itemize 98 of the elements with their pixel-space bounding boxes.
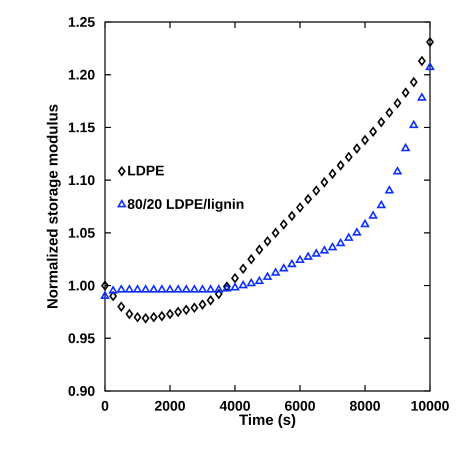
x-tick-label: 0 (102, 400, 108, 411)
point (320, 177, 328, 188)
point (198, 285, 207, 293)
point (410, 120, 418, 128)
point (174, 307, 182, 317)
point (247, 278, 256, 286)
point (296, 255, 304, 264)
point (256, 244, 264, 255)
y-tick-label: 0.90 (68, 386, 95, 396)
point (263, 272, 272, 280)
point (134, 312, 142, 322)
point (328, 169, 336, 179)
point (150, 312, 158, 322)
point (125, 285, 134, 293)
point (264, 236, 272, 246)
point (288, 260, 296, 268)
point (344, 152, 353, 162)
point (108, 286, 118, 294)
point (126, 309, 134, 319)
point (402, 88, 410, 98)
point (190, 285, 199, 293)
point (288, 211, 296, 221)
x-tick-label: 10000 (411, 400, 449, 411)
point (377, 200, 386, 208)
point (280, 220, 288, 230)
x-tick-label: 8000 (350, 400, 380, 411)
point (142, 313, 150, 324)
point (426, 37, 434, 47)
point (141, 285, 150, 293)
point (100, 291, 110, 299)
legend-label: LDPE (128, 166, 164, 176)
point (393, 166, 402, 174)
legend-label: 80/20 LDPE/lignin (128, 198, 244, 212)
point (360, 220, 370, 228)
x-axis-title: Time (s) (239, 414, 296, 428)
point (182, 285, 190, 293)
y-tick-label: 1.20 (68, 70, 95, 80)
point (369, 126, 377, 136)
point (296, 202, 304, 212)
point (272, 228, 280, 238)
point (238, 280, 248, 288)
point (214, 285, 224, 293)
point (418, 56, 426, 66)
point (182, 305, 190, 315)
point (426, 62, 434, 70)
x-tick-label: 6000 (285, 400, 315, 411)
point (304, 194, 312, 204)
point (320, 246, 329, 254)
y-tick-label: 1.05 (68, 228, 95, 238)
point (231, 273, 239, 283)
y-axis-title: Normalized storage modulus (46, 104, 61, 308)
point (166, 285, 174, 293)
point (117, 302, 126, 312)
y-tick-label: 1.25 (68, 17, 95, 27)
x-tick-label: 4000 (220, 400, 250, 411)
point (328, 242, 337, 250)
point (336, 160, 344, 170)
y-tick-label: 1.00 (68, 280, 95, 291)
point (255, 276, 264, 284)
x-tick-label: 2000 (154, 400, 185, 411)
y-tick-label: 1.15 (68, 122, 95, 132)
point (353, 144, 361, 154)
y-tick-label: 1.10 (68, 175, 95, 186)
point (206, 285, 215, 293)
point (280, 264, 288, 272)
point (101, 280, 109, 290)
point (312, 186, 320, 196)
point (198, 300, 206, 310)
point (158, 285, 166, 293)
point (271, 268, 280, 276)
point (230, 282, 240, 290)
point (149, 285, 158, 293)
point (206, 296, 214, 306)
point (401, 144, 410, 152)
point (385, 186, 394, 194)
point (344, 233, 354, 241)
point (116, 285, 126, 293)
point (247, 254, 256, 264)
point (410, 77, 418, 87)
point (368, 211, 378, 219)
point (174, 285, 182, 293)
point (214, 289, 223, 299)
point (361, 135, 369, 145)
point (336, 238, 345, 246)
point (190, 302, 198, 312)
point (386, 108, 394, 118)
point (377, 117, 386, 127)
point (312, 249, 321, 257)
y-tick-label: 0.95 (68, 333, 95, 344)
point (166, 309, 174, 319)
point (133, 285, 142, 293)
point (394, 98, 402, 108)
point (418, 93, 426, 101)
point (352, 228, 362, 236)
point (239, 264, 247, 274)
point (109, 291, 117, 301)
point (304, 252, 312, 260)
point (158, 311, 166, 321)
